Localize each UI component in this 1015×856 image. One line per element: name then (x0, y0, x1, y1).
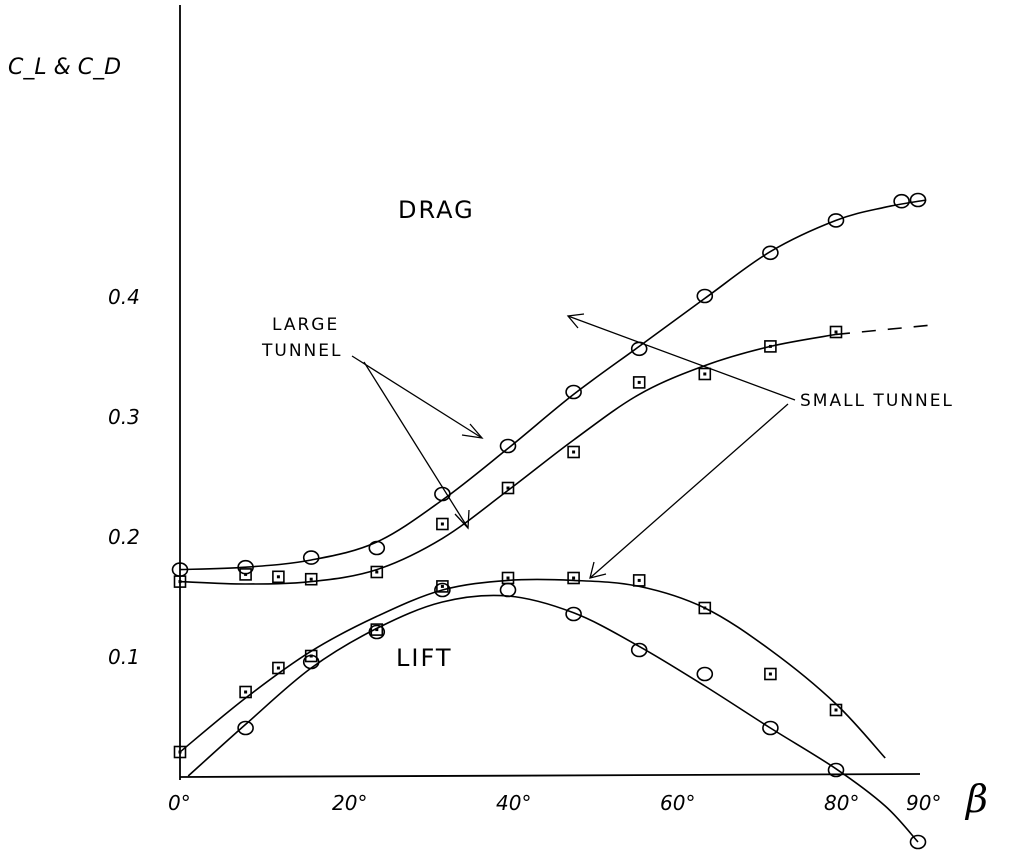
small-tunnel-arrow-drag (567, 315, 796, 401)
large-tunnel-label-line1: LARGE (272, 315, 339, 335)
drag-circle-point (368, 540, 386, 556)
drag-square-point (567, 445, 580, 459)
drag-square-point (173, 575, 187, 588)
drag-circle-point (827, 213, 845, 228)
y-tick-label: 0.3 (108, 405, 140, 429)
drag-square-point (764, 340, 777, 353)
lift-square-point (370, 623, 384, 636)
x-tick-label: 90° (906, 791, 941, 815)
y-tick-label: 0.2 (108, 525, 140, 549)
large-tunnel-arrow-drag-head (461, 423, 484, 439)
lift-square-point (239, 685, 252, 699)
drag-square-curve (179, 333, 837, 585)
lift-circle-curve (187, 594, 919, 843)
lift-square-point (567, 571, 580, 585)
lift-circle-point (827, 762, 845, 778)
drag-square-point (272, 570, 285, 584)
lift-circle-point (762, 720, 779, 736)
ticks-layer: 0° 20° 40° 60° 80° 90° 0.1 0.2 0.3 0.4 (108, 285, 941, 815)
y-axis-label: C_L & C_D (8, 55, 121, 80)
drag-circle-point (499, 438, 517, 454)
lift-circle-point (696, 666, 714, 682)
lift-square-point (698, 601, 712, 615)
lift-circle-point (909, 834, 927, 850)
y-tick-label: 0.1 (108, 645, 140, 669)
lift-square-point (632, 574, 646, 587)
lift-region-label: LIFT (396, 644, 453, 672)
annotation-arrows (351, 313, 796, 579)
drag-square-dashed-extension (835, 324, 935, 336)
drag-square-point (829, 325, 843, 339)
lift-circle-point (499, 582, 517, 598)
y-tick-label: 0.4 (108, 285, 140, 309)
drag-circle-point (909, 192, 927, 208)
curves-layer (179, 199, 935, 843)
drag-circle-point (762, 245, 779, 261)
lift-circle-point (434, 582, 451, 598)
large-tunnel-arrow-lift (363, 361, 469, 529)
drag-circle-point (893, 193, 910, 209)
x-tick-label: 40° (496, 791, 531, 815)
lift-circle-point (302, 654, 320, 670)
drag-square-point (370, 565, 384, 579)
drag-circle-point (630, 341, 648, 357)
lift-square-curve (179, 578, 886, 759)
lift-circle-point (368, 624, 386, 640)
drag-circle-point (696, 288, 714, 304)
lift-square-point (272, 661, 285, 675)
drag-square-point (239, 568, 252, 581)
small-tunnel-label: SMALL TUNNEL (800, 391, 954, 411)
x-tick-label: 60° (660, 791, 695, 815)
lift-square-point (829, 703, 843, 717)
x-tick-label: 80° (824, 791, 859, 815)
small-tunnel-arrow-lift-head (589, 561, 607, 579)
x-axis (179, 773, 921, 778)
x-tick-label: 0° (168, 791, 191, 815)
drag-circle-point (434, 486, 451, 502)
drag-circle-point (565, 384, 582, 400)
lift-square-point (173, 745, 187, 759)
lift-circle-point (565, 606, 582, 622)
x-axis-label: β (964, 777, 988, 821)
small-tunnel-arrow-drag-head (566, 313, 585, 329)
small-tunnel-arrow-lift (589, 403, 789, 579)
drag-square-point (304, 572, 318, 586)
large-tunnel-label-line2: TUNNEL (261, 341, 342, 361)
drag-square-point (632, 376, 646, 389)
drag-square-point (698, 367, 712, 381)
drag-region-label: DRAG (398, 196, 475, 224)
drag-circle-point (302, 550, 320, 565)
drag-square-point (501, 481, 515, 495)
lift-circle-point (630, 642, 648, 658)
lift-square-point (764, 667, 777, 681)
marks-layer (171, 192, 927, 850)
drag-circle-curve (179, 199, 927, 571)
x-tick-label: 20° (332, 791, 367, 815)
large-tunnel-arrow-lift-head (454, 509, 470, 530)
lift-circle-point (237, 720, 254, 736)
lift-square-point (501, 571, 515, 585)
large-tunnel-arrow-drag (351, 355, 483, 439)
drag-square-point (436, 517, 449, 531)
